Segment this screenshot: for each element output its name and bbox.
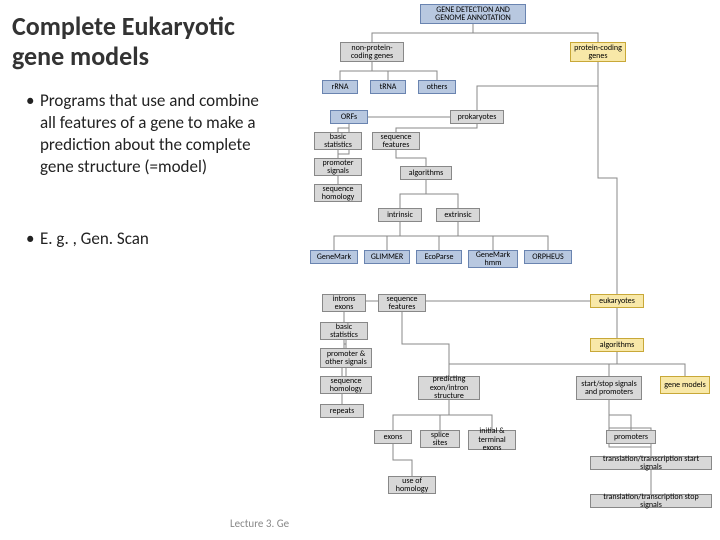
flowchart-node: introns exons	[322, 294, 366, 312]
flowchart-node: intrinsic	[378, 208, 422, 222]
bullet-list: Programs that use and combine all featur…	[12, 90, 272, 250]
connector	[396, 150, 426, 166]
flowchart-node: eukaryotes	[590, 294, 644, 308]
connector	[338, 124, 349, 132]
flowchart-node: sequence homology	[320, 376, 372, 394]
flowchart-node: start/stop signals and promoters	[576, 376, 642, 400]
flowchart-node: extrinsic	[436, 208, 480, 222]
flowchart-diagram: GENE DETECTION AND GENOME ANNOTATION non-…	[290, 4, 720, 534]
connector	[449, 352, 617, 376]
flowchart-node: splice sites	[420, 430, 460, 448]
connector	[477, 62, 598, 110]
flowchart-node: basic statistics	[314, 132, 362, 150]
flowchart-node: initial & terminal exons	[468, 430, 516, 450]
connector	[617, 352, 685, 376]
flowchart-node: others	[418, 80, 456, 94]
connector	[400, 180, 426, 208]
left-column: Complete Eukaryotic gene models Programs…	[0, 0, 280, 540]
flowchart-node: exons	[374, 430, 412, 444]
flowchart-node: translation/transcription stop signals	[590, 494, 712, 508]
flowchart-node: prokaryotes	[450, 110, 504, 124]
slide: Complete Eukaryotic gene models Programs…	[0, 0, 720, 540]
flowchart-node: basic statistics	[320, 322, 368, 340]
flowchart-node: repeats	[320, 404, 364, 418]
flowchart-node: ORFs	[330, 110, 368, 124]
connector	[609, 400, 651, 456]
flowchart-node: GENE DETECTION AND GENOME ANNOTATION	[420, 4, 526, 24]
bullet-item: Programs that use and combine all featur…	[26, 90, 272, 178]
flowchart-node: EcoParse	[416, 250, 462, 264]
flowchart-node: ORPHEUS	[524, 250, 572, 264]
flowchart-node: GLIMMER	[364, 250, 410, 264]
flowchart-node: rRNA	[322, 80, 358, 94]
flowchart-node: promoter & other signals	[320, 348, 372, 368]
flowchart-node: predicting exon/intron structure	[418, 376, 480, 400]
slide-title: Complete Eukaryotic gene models	[12, 12, 272, 72]
flowchart-node: non-protein-coding genes	[340, 42, 404, 62]
connector	[396, 124, 477, 132]
footer-text: Lecture 3. Ge	[230, 517, 289, 530]
flowchart-node: translation/transcription start signals	[590, 456, 712, 470]
flowchart-node: promoters	[606, 430, 656, 444]
flowchart-node: GeneMark	[310, 250, 358, 264]
connector	[426, 180, 458, 208]
connector	[458, 222, 548, 250]
connector	[402, 294, 617, 308]
connector	[387, 222, 400, 250]
flowchart-node: protein-coding genes	[570, 42, 626, 62]
connector	[609, 400, 651, 494]
connector	[372, 62, 437, 80]
flowchart-node: sequence features	[378, 294, 426, 312]
connector	[372, 24, 473, 42]
flowchart-node: promoter signals	[314, 158, 362, 176]
connector	[598, 62, 617, 294]
connector	[393, 444, 412, 476]
flowchart-node: sequence features	[372, 132, 420, 150]
flowchart-node: algorithms	[400, 166, 452, 180]
bullet-item: E. g. , Gen. Scan	[26, 228, 272, 250]
flowchart-node: algorithms	[590, 338, 644, 352]
connector	[440, 400, 449, 430]
flowchart-node: tRNA	[370, 80, 406, 94]
connector	[473, 24, 598, 42]
connector	[609, 400, 631, 430]
flowchart-node: sequence homology	[314, 184, 362, 202]
connector	[402, 312, 449, 376]
flowchart-node: gene models	[660, 376, 710, 394]
connector	[340, 62, 372, 80]
flowchart-node: use of homology	[388, 476, 436, 494]
flowchart-node: GeneMark hmm	[468, 250, 518, 268]
